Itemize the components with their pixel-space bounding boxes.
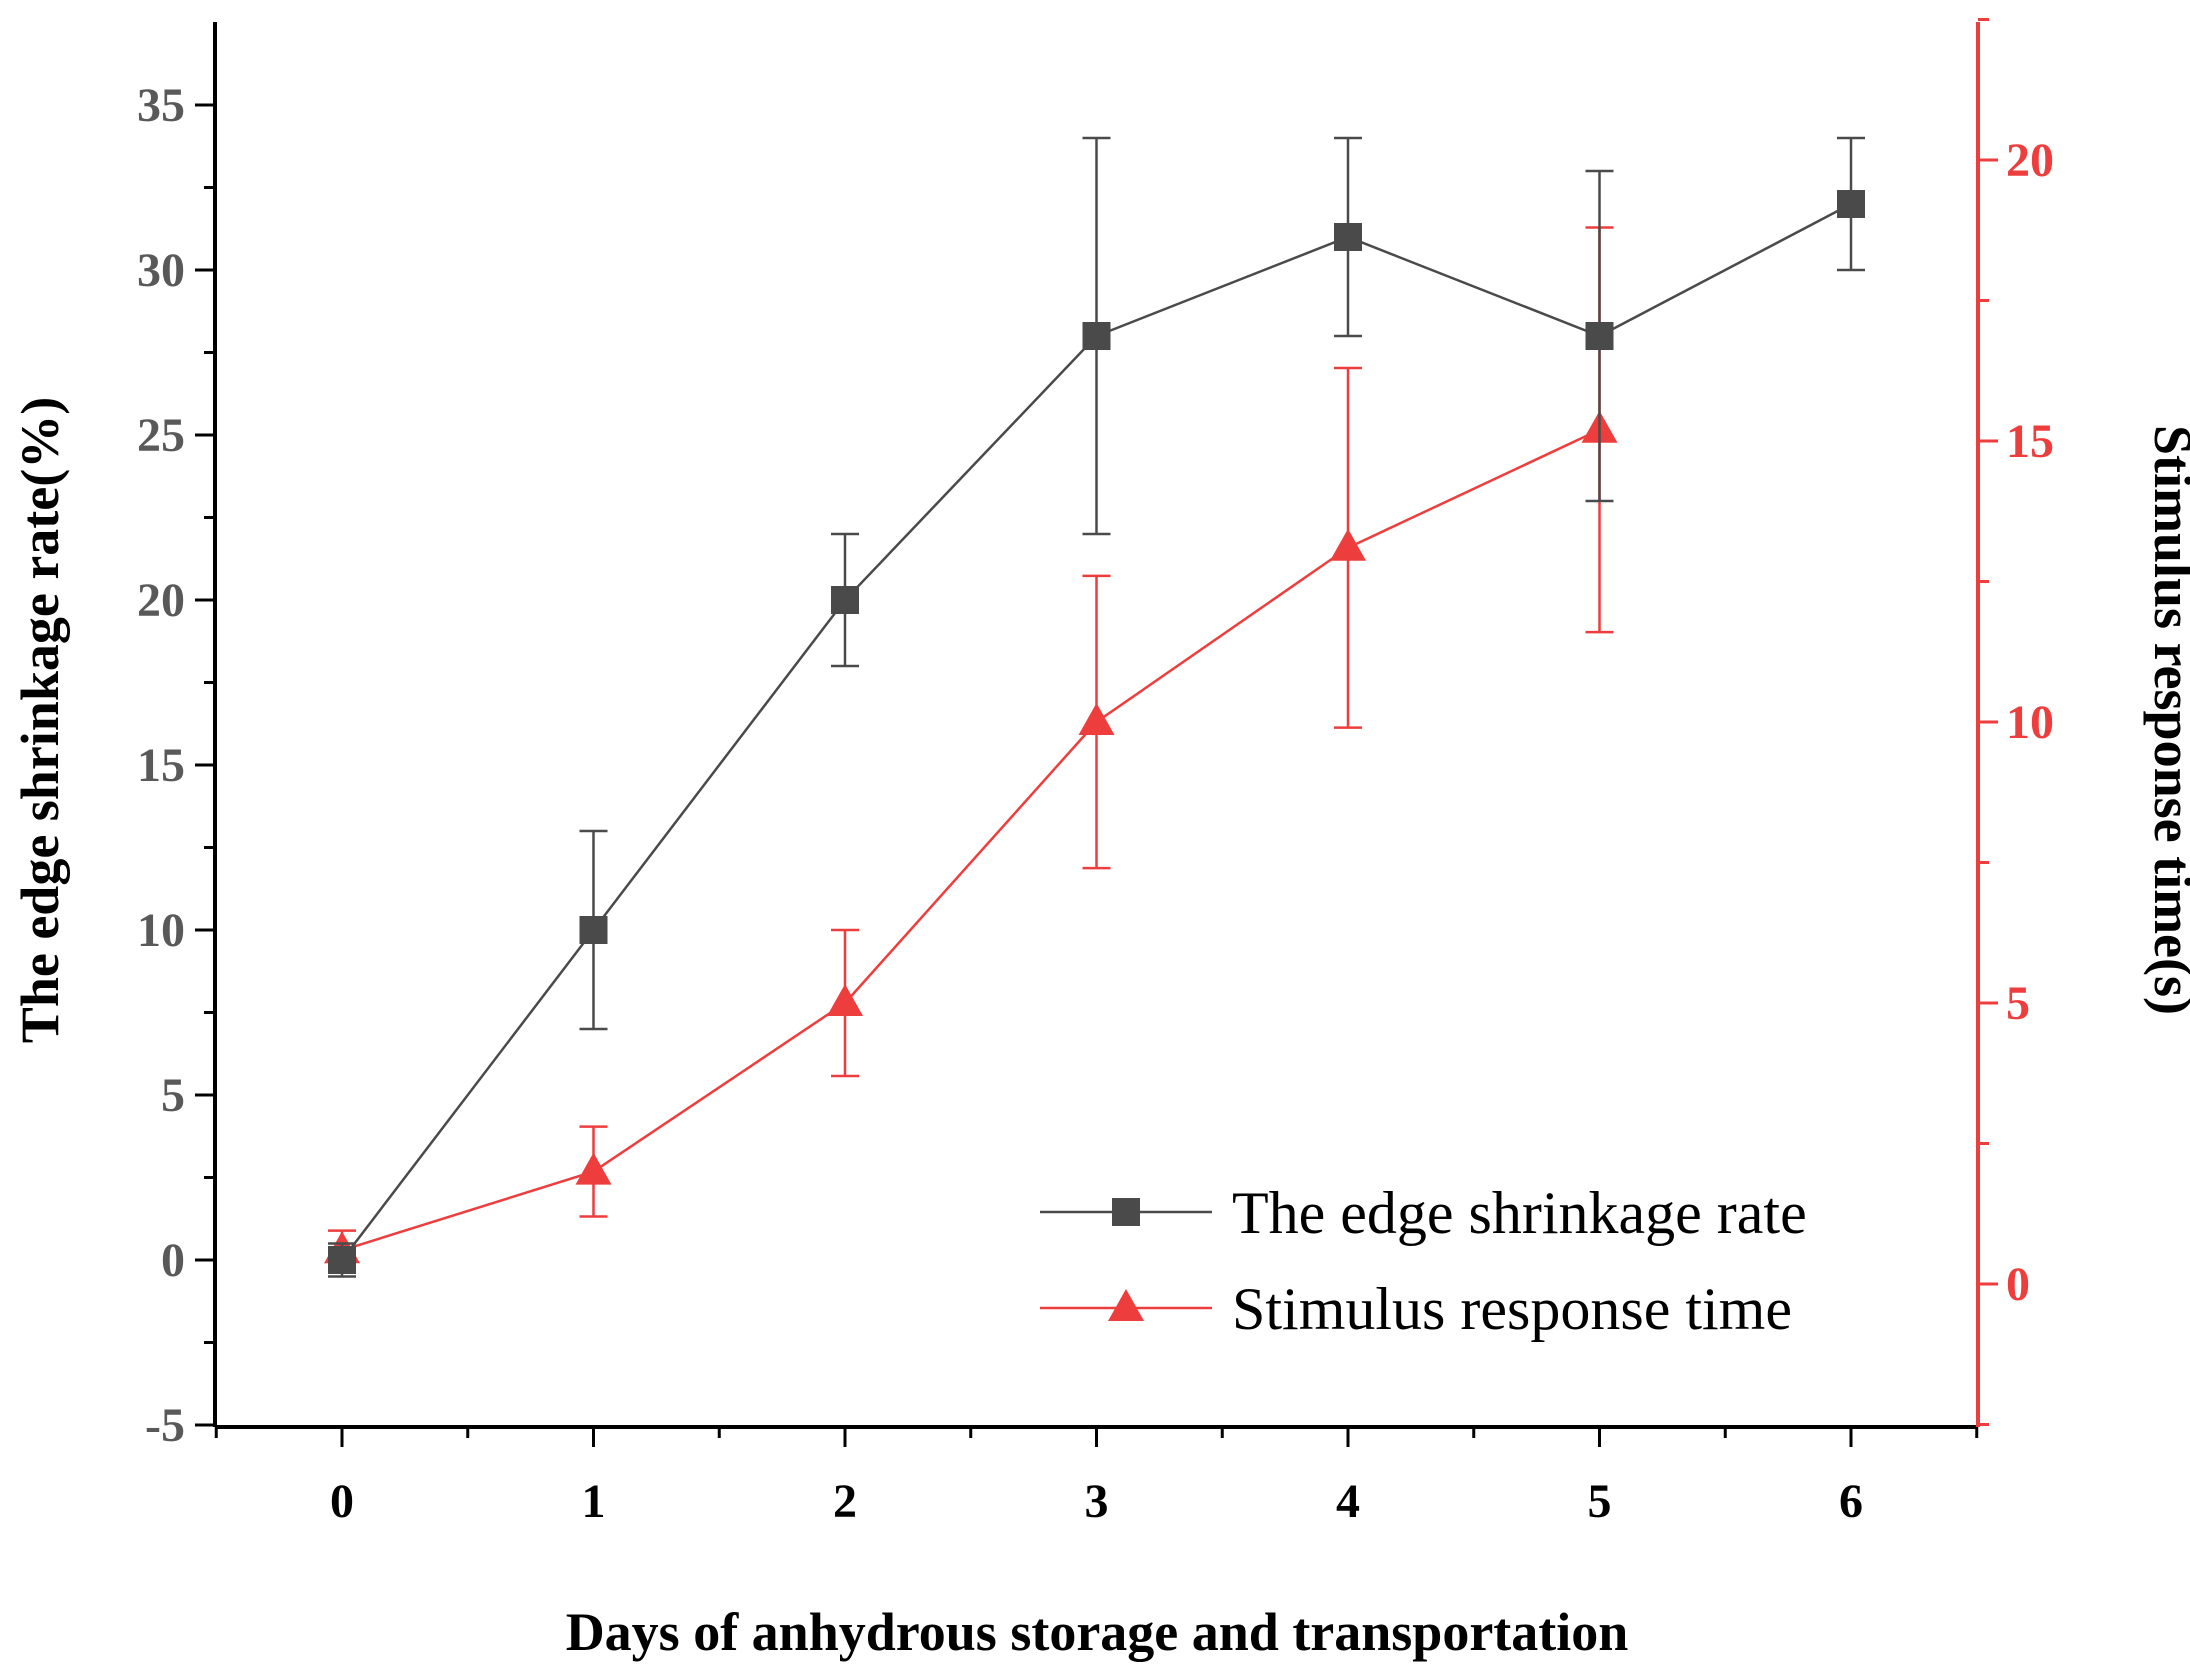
x-axis: 0 1 2 3 4 5 6 xyxy=(214,1427,1979,1528)
left-tick-label: 0 xyxy=(161,1234,185,1287)
legend: The edge shrinkage rate Stimulus response… xyxy=(1040,1180,1807,1342)
left-tick-label: 10 xyxy=(137,904,185,957)
left-tick-label: 20 xyxy=(137,574,185,627)
left-tick-label: -5 xyxy=(145,1399,185,1452)
right-tick-label: 15 xyxy=(2006,415,2054,468)
triangle-marker xyxy=(575,1152,612,1185)
right-y-axis: 0 5 10 15 20 xyxy=(1978,18,2054,1426)
left-y-axis-title: The edge shrinkage rate(%) xyxy=(10,397,70,1043)
left-y-axis: -5 0 5 10 15 20 25 30 35 xyxy=(137,79,215,1452)
x-tick-label: 1 xyxy=(582,1475,606,1528)
square-marker xyxy=(1334,223,1362,251)
series-layer xyxy=(324,136,1865,1278)
square-marker xyxy=(328,1246,356,1274)
series-stimulus-response xyxy=(324,226,1618,1272)
triangle-marker xyxy=(1330,528,1366,561)
legend-square-marker xyxy=(1112,1198,1140,1226)
legend-label: Stimulus response time xyxy=(1232,1276,1792,1342)
left-tick-label: 5 xyxy=(161,1069,185,1122)
right-tick-label: 5 xyxy=(2006,977,2030,1030)
right-tick-label: 10 xyxy=(2006,696,2054,749)
square-marker xyxy=(831,586,859,614)
right-y-axis-title: Stimulus response time(s) xyxy=(2143,425,2190,1015)
legend-triangle-marker xyxy=(1108,1289,1144,1321)
triangle-marker xyxy=(1078,703,1115,735)
left-tick-label: 15 xyxy=(137,739,185,792)
left-tick-label: 30 xyxy=(137,244,185,297)
triangle-marker xyxy=(827,984,863,1016)
square-marker xyxy=(1837,190,1865,218)
right-tick-label: 20 xyxy=(2006,134,2054,187)
left-tick-label: 25 xyxy=(137,409,185,462)
series-line xyxy=(341,428,1601,1252)
square-marker xyxy=(1585,322,1614,350)
legend-label: The edge shrinkage rate xyxy=(1232,1180,1807,1246)
square-marker xyxy=(1082,322,1111,350)
x-tick-label: 5 xyxy=(1588,1475,1612,1528)
series-edge-shrinkage xyxy=(328,136,1865,1278)
x-tick-label: 4 xyxy=(1336,1475,1360,1528)
x-tick-label: 2 xyxy=(833,1475,857,1528)
square-marker xyxy=(579,916,608,944)
x-tick-label: 3 xyxy=(1085,1475,1109,1528)
x-tick-label: 0 xyxy=(330,1475,354,1528)
x-axis-title: Days of anhydrous storage and transporta… xyxy=(566,1602,1629,1662)
right-tick-label: 0 xyxy=(2006,1258,2030,1311)
left-tick-label: 35 xyxy=(137,79,185,132)
x-tick-label: 6 xyxy=(1839,1475,1863,1528)
